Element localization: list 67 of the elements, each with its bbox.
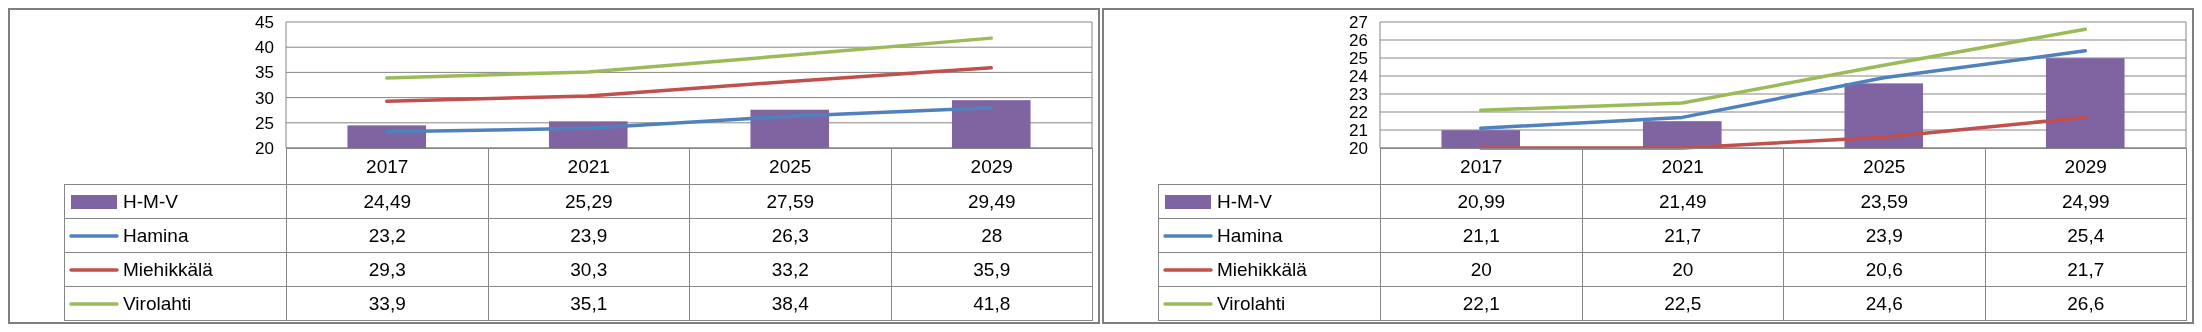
data-label: 25,29 <box>488 184 690 219</box>
data-label: 30,3 <box>488 252 690 287</box>
data-label: 25,4 <box>1985 218 2187 253</box>
data-label: 20 <box>1380 252 1582 287</box>
data-label: 23,9 <box>488 218 690 253</box>
y-tick-label: 20 <box>1349 138 1368 158</box>
data-label: 20 <box>1582 252 1784 287</box>
line-series <box>385 105 993 134</box>
data-label: 22,5 <box>1582 286 1784 321</box>
data-label: 29,49 <box>891 184 1093 219</box>
y-tick-label: 30 <box>255 88 274 108</box>
legend-label: Hamina <box>123 224 189 246</box>
data-label: 24,6 <box>1783 286 1985 321</box>
data-label: 23,59 <box>1783 184 1985 219</box>
y-tick-label: 23 <box>1349 84 1368 104</box>
legend-label: Virolahti <box>123 292 192 314</box>
data-label: 27,59 <box>689 184 891 219</box>
line-series <box>1479 27 2087 112</box>
data-label: 23,9 <box>1783 218 1985 253</box>
data-label: 26,6 <box>1985 286 2187 321</box>
y-tick-label: 22 <box>1349 102 1368 122</box>
data-label: 35,1 <box>488 286 690 321</box>
x-tick-label: 2029 <box>1985 148 2187 185</box>
data-label: 38,4 <box>689 286 891 321</box>
data-label: 26,3 <box>689 218 891 253</box>
data-label: 29,3 <box>286 252 488 287</box>
data-label: 23,2 <box>286 218 488 253</box>
y-tick-label: 35 <box>255 63 274 83</box>
line-series <box>1479 49 2087 130</box>
data-label: 24,49 <box>286 184 488 219</box>
data-label: 22,1 <box>1380 286 1582 321</box>
legend-label: H-M-V <box>123 190 178 212</box>
x-tick-label: 2025 <box>1783 148 1985 185</box>
y-tick-label: 21 <box>1349 120 1368 140</box>
data-label: 28 <box>891 218 1093 253</box>
data-label: 21,7 <box>1582 218 1784 253</box>
x-tick-label: 2021 <box>488 148 690 185</box>
legend-label: Hamina <box>1217 224 1283 246</box>
data-label: 20,6 <box>1783 252 1985 287</box>
y-tick-label: 25 <box>1349 48 1368 68</box>
y-tick-label: 27 <box>1349 12 1368 32</box>
data-label: 20,99 <box>1380 184 1582 219</box>
data-label: 21,49 <box>1582 184 1784 219</box>
data-label: 21,7 <box>1985 252 2187 287</box>
x-tick-label: 2017 <box>1380 148 1582 185</box>
x-tick-label: 2021 <box>1582 148 1784 185</box>
line-series <box>385 36 993 80</box>
data-label: 24,99 <box>1985 184 2187 219</box>
y-tick-label: 25 <box>255 113 274 133</box>
legend-label: Miehikkälä <box>1217 258 1307 280</box>
legend-label: Miehikkälä <box>123 258 213 280</box>
data-label: 33,9 <box>286 286 488 321</box>
x-tick-label: 2029 <box>891 148 1093 185</box>
data-label: 35,9 <box>891 252 1093 287</box>
y-tick-label: 26 <box>1349 30 1368 50</box>
y-tick-label: 45 <box>255 12 274 32</box>
legend-label: Virolahti <box>1217 292 1286 314</box>
y-tick-label: 40 <box>255 38 274 58</box>
legend-label: H-M-V <box>1217 190 1272 212</box>
y-tick-label: 20 <box>255 138 274 158</box>
line-series <box>385 66 993 103</box>
data-label: 33,2 <box>689 252 891 287</box>
x-tick-label: 2025 <box>689 148 891 185</box>
x-tick-label: 2017 <box>286 148 488 185</box>
data-label: 21,1 <box>1380 218 1582 253</box>
y-tick-label: 24 <box>1349 66 1368 86</box>
data-label: 41,8 <box>891 286 1093 321</box>
